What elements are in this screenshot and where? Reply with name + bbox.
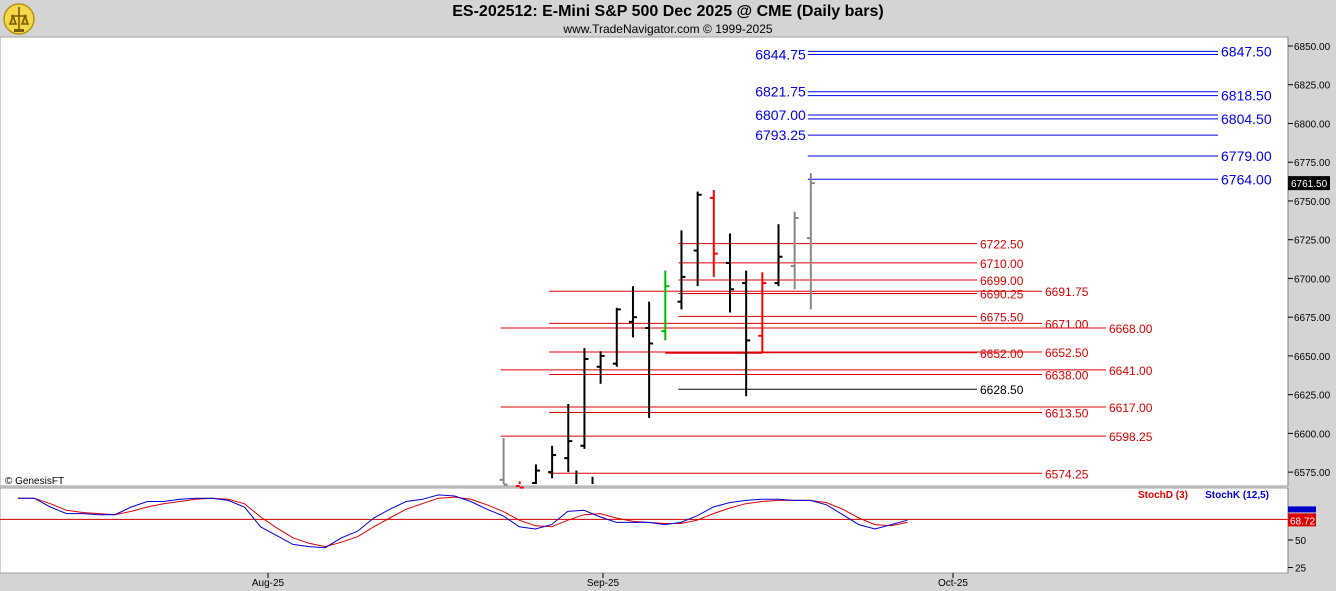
stochastic-panel: 50 25 68.72 xyxy=(0,488,1316,575)
level-label: 6779.00 xyxy=(1221,148,1272,164)
price-tick-label: 6850.00 xyxy=(1294,42,1331,53)
stoch-tick-label: 25 xyxy=(1295,564,1307,575)
level-label: 6690.25 xyxy=(980,288,1024,302)
ohlc-bars xyxy=(499,173,815,489)
level-label: 6613.50 xyxy=(1045,406,1089,420)
stochd-value-box xyxy=(1288,513,1316,527)
chart-header: ES-202512: E-Mini S&P 500 Dec 2025 @ CME… xyxy=(0,0,1336,37)
date-axis: Aug-25 Sep-25 Oct-25 xyxy=(252,573,968,589)
level-label: 6574.25 xyxy=(1045,467,1089,481)
stoch-last-value: 68.72 xyxy=(1290,516,1315,527)
chart-subtitle: www.TradeNavigator.com © 1999-2025 xyxy=(563,22,773,36)
date-tick-label: Aug-25 xyxy=(252,578,285,589)
price-tick-label: 6675.00 xyxy=(1294,313,1331,324)
level-label: 6793.25 xyxy=(755,127,806,143)
price-tick-label: 6600.00 xyxy=(1294,429,1331,440)
level-label: 6699.00 xyxy=(980,274,1024,288)
level-label: 6617.00 xyxy=(1109,401,1153,415)
price-tick-label: 6650.00 xyxy=(1294,352,1331,363)
price-tick-label: 6750.00 xyxy=(1294,197,1331,208)
level-label: 6722.50 xyxy=(980,238,1024,252)
level-label: 6628.50 xyxy=(980,383,1024,397)
level-label: 6844.75 xyxy=(755,47,806,63)
level-label: 6652.50 xyxy=(1045,346,1089,360)
stochk-legend: StochK (12,5) xyxy=(1205,490,1269,501)
level-label: 6847.50 xyxy=(1221,43,1272,59)
level-label: 6638.00 xyxy=(1045,369,1089,383)
trade-navigator-logo xyxy=(2,2,36,36)
level-label: 6691.75 xyxy=(1045,285,1089,299)
level-label: 6710.00 xyxy=(980,257,1024,271)
level-label: 6668.00 xyxy=(1109,322,1153,336)
stochk-line xyxy=(18,494,908,549)
level-label: 6764.00 xyxy=(1221,171,1272,187)
level-label: 6641.00 xyxy=(1109,364,1153,378)
level-label: 6598.25 xyxy=(1109,430,1153,444)
stochd-legend: StochD (3) xyxy=(1138,490,1188,501)
price-tick-label: 6775.00 xyxy=(1294,158,1331,169)
plot-backgrounds xyxy=(0,36,1289,574)
date-tick-label: Sep-25 xyxy=(587,578,620,589)
level-label: 6652.00 xyxy=(980,347,1024,361)
price-axis: 6850.00 6825.00 6800.00 6775.00 6750.00 6725.… xyxy=(1287,37,1331,486)
level-label: 6804.50 xyxy=(1221,111,1272,127)
stochk-value-box xyxy=(1288,506,1316,513)
last-price-box xyxy=(1288,176,1330,191)
stoch-tick-label: 50 xyxy=(1295,536,1307,547)
price-tick-label: 6725.00 xyxy=(1294,236,1331,247)
price-tick-label: 6700.00 xyxy=(1294,274,1331,285)
price-tick-label: 6575.00 xyxy=(1294,468,1331,479)
level-label: 6807.00 xyxy=(755,107,806,123)
price-levels: 6847.50 6844.75 6821.75 6818.50 6807.00 6804.… xyxy=(500,43,1272,481)
stochd-line xyxy=(18,496,908,548)
level-label: 6675.50 xyxy=(980,310,1024,324)
price-tick-label: 6825.00 xyxy=(1294,81,1331,92)
level-label: 6821.75 xyxy=(755,84,806,100)
date-tick-label: Oct-25 xyxy=(938,578,968,589)
level-label: 6818.50 xyxy=(1221,88,1272,104)
chart-title: ES-202512: E-Mini S&P 500 Dec 2025 @ CME… xyxy=(452,3,884,20)
genesis-watermark: © GenesisFT xyxy=(5,476,64,487)
price-tick-label: 6625.00 xyxy=(1294,391,1331,402)
level-label: 6671.00 xyxy=(1045,317,1089,331)
last-price-label: 6761.50 xyxy=(1291,179,1328,190)
price-tick-label: 6800.00 xyxy=(1294,119,1331,130)
